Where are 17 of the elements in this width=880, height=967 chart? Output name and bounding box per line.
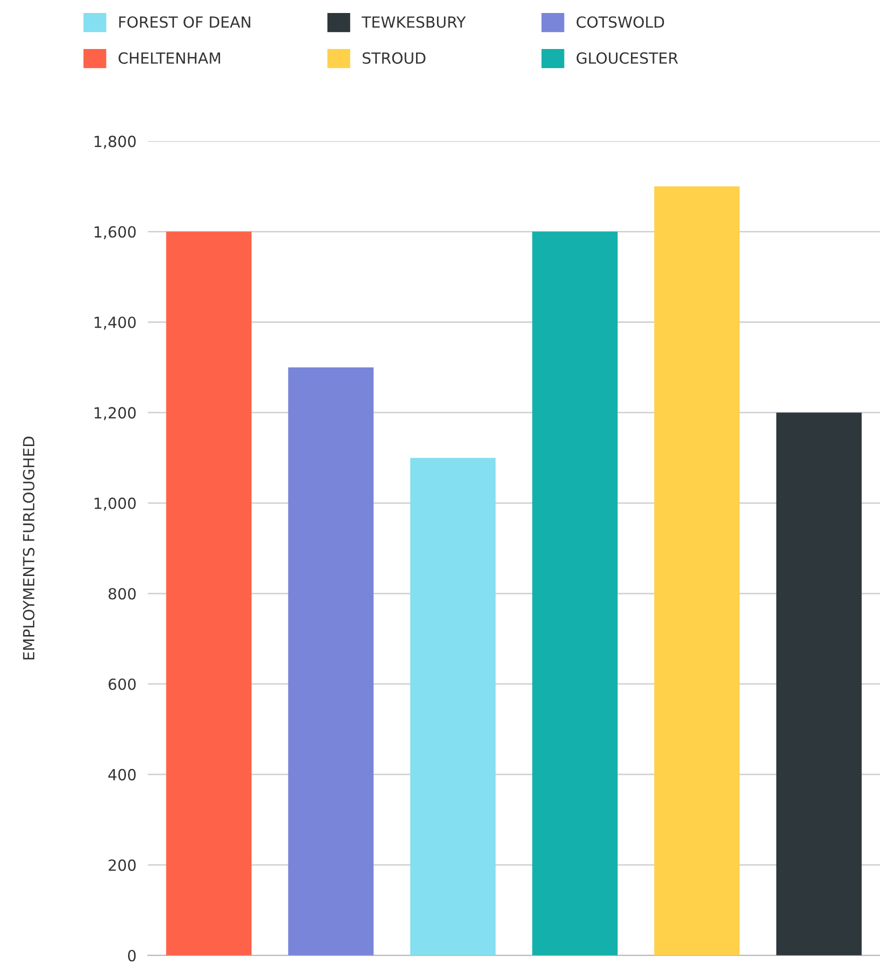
y-tick-label: 1,600 (94, 226, 136, 240)
legend-label: CHELTENHAM (118, 52, 220, 64)
legend-label: FOREST OF DEAN (119, 16, 250, 28)
y-tick-label: 200 (108, 859, 136, 871)
y-tick-label: 1,200 (94, 407, 136, 420)
y-tick-label: 1,400 (94, 316, 136, 330)
y-tick-label: 800 (108, 588, 136, 600)
y-axis-title: EMPLOYMENTS FURLOUGHED (22, 436, 34, 660)
y-tick-label: 0 (128, 950, 136, 962)
y-tick-label: 400 (108, 768, 136, 780)
legend-label: COTSWOLD (576, 16, 664, 28)
legend-label: STROUD (362, 52, 426, 64)
legend-label: GLOUCESTER (576, 52, 678, 64)
legend-label: TEWKESBURY (362, 16, 466, 28)
y-tick-label: 600 (108, 678, 136, 690)
y-tick-label: 1,000 (94, 498, 136, 511)
y-tick-label: 1,800 (94, 136, 136, 149)
